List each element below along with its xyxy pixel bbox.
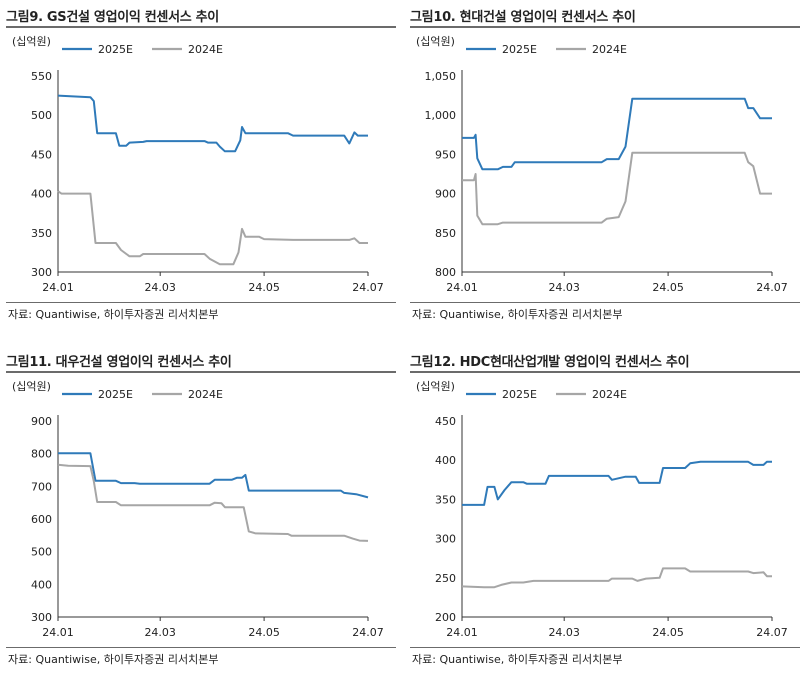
legend-label-2025E: 2025E [98, 388, 133, 401]
x-tick-label: 24.07 [352, 626, 384, 639]
y-tick-label: 300 [435, 533, 456, 546]
y-tick-label: 350 [31, 227, 52, 240]
legend-label-2024E: 2024E [592, 43, 627, 56]
source-note: 자료: Quantiwise, 하이투자증권 리서치본부 [412, 653, 623, 666]
y-tick-label: 400 [31, 578, 52, 591]
series-line-2025E [462, 460, 772, 506]
y-tick-label: 450 [31, 148, 52, 161]
y-tick-label: 600 [31, 513, 52, 526]
series-line-2025E [57, 94, 368, 153]
x-tick-label: 24.01 [42, 626, 74, 639]
chart-panel-hyundai: 그림10. 현대건설 영업이익 컨센서스 추이 (십억원) 2025E 2024E 8… [410, 0, 800, 330]
series-line-2024E [57, 463, 369, 542]
x-tick-label: 24.07 [756, 281, 788, 294]
line-chart-hdc: (십억원) 2025E 2024E 200 250 300 350 400 450 24.01 24… [416, 380, 788, 639]
series-line-2024E [461, 567, 772, 589]
y-tick-label: 900 [31, 415, 52, 428]
y-tick-label: 800 [435, 266, 456, 279]
title-rule [6, 26, 396, 28]
line-chart-hyundai: (십억원) 2025E 2024E 800 850 900 950 1,000 1,050 24.… [416, 35, 788, 294]
x-tick-label: 24.03 [144, 626, 176, 639]
chart-panel-hdc: 그림12. HDC현대산업개발 영업이익 컨센서스 추이 (십억원) 2025E 2… [410, 345, 800, 675]
y-tick-label: 700 [31, 480, 52, 493]
x-tick-label: 24.07 [756, 626, 788, 639]
x-tick-label: 24.05 [652, 281, 684, 294]
legend-label-2024E: 2024E [188, 43, 223, 56]
line-chart-daewoo: (십억원) 2025E 2024E 300 400 500 600 700 800 900 24.0… [12, 380, 384, 639]
x-tick-label: 24.03 [144, 281, 176, 294]
y-tick-label: 500 [31, 109, 52, 122]
y-tick-label: 400 [31, 188, 52, 201]
chart-panel-gs: 그림9. GS건설 영업이익 컨센서스 추이 (십억원) 2025E 2024E 30… [6, 0, 396, 330]
title-rule [410, 26, 800, 28]
series-line-2024E [462, 151, 772, 226]
x-tick-label: 24.07 [352, 281, 384, 294]
legend-label-2024E: 2024E [592, 388, 627, 401]
line-chart-gs: (십억원) 2025E 2024E 300 350 400 450 500 550 24.01 24… [12, 35, 384, 294]
series-line-2025E [462, 97, 772, 171]
chart-title: 그림12. HDC현대산업개발 영업이익 컨센서스 추이 [410, 355, 690, 370]
unit-label: (십억원) [416, 35, 455, 48]
source-rule [6, 302, 396, 303]
y-tick-label: 450 [435, 415, 456, 428]
chart-title: 그림9. GS건설 영업이익 컨센서스 추이 [6, 10, 219, 25]
y-tick-label: 300 [31, 266, 52, 279]
y-tick-label: 800 [31, 448, 52, 461]
y-tick-label: 250 [435, 572, 456, 585]
source-rule [410, 302, 800, 303]
y-tick-label: 350 [435, 493, 456, 506]
series-line-2025E [58, 452, 369, 499]
x-tick-label: 24.03 [548, 626, 580, 639]
legend-label-2025E: 2025E [98, 43, 133, 56]
chart-title: 그림10. 현대건설 영업이익 컨센서스 추이 [410, 10, 636, 25]
y-tick-label: 400 [435, 454, 456, 467]
unit-label: (십억원) [12, 35, 51, 48]
y-tick-label: 500 [31, 546, 52, 559]
source-note: 자료: Quantiwise, 하이투자증권 리서치본부 [412, 308, 623, 321]
series-line-2024E [57, 190, 368, 266]
chart-title: 그림11. 대우건설 영업이익 컨센서스 추이 [6, 355, 232, 370]
source-rule [6, 647, 396, 648]
x-tick-label: 24.05 [248, 626, 280, 639]
source-rule [410, 647, 800, 648]
legend-label-2025E: 2025E [502, 388, 537, 401]
y-tick-label: 550 [31, 70, 52, 83]
x-tick-label: 24.01 [446, 281, 478, 294]
y-tick-label: 850 [435, 227, 456, 240]
legend-label-2025E: 2025E [502, 43, 537, 56]
x-tick-label: 24.05 [652, 626, 684, 639]
legend-label-2024E: 2024E [188, 388, 223, 401]
source-note: 자료: Quantiwise, 하이투자증권 리서치본부 [8, 653, 219, 666]
y-tick-label: 950 [435, 148, 456, 161]
unit-label: (십억원) [12, 380, 51, 393]
y-tick-label: 1,000 [425, 109, 457, 122]
x-tick-label: 24.01 [42, 281, 74, 294]
chart-panel-daewoo: 그림11. 대우건설 영업이익 컨센서스 추이 (십억원) 2025E 2024E 3… [6, 345, 396, 675]
y-tick-label: 1,050 [425, 70, 457, 83]
y-tick-label: 900 [435, 188, 456, 201]
x-tick-label: 24.05 [248, 281, 280, 294]
source-note: 자료: Quantiwise, 하이투자증권 리서치본부 [8, 308, 219, 321]
y-tick-label: 300 [31, 611, 52, 624]
x-tick-label: 24.01 [446, 626, 478, 639]
unit-label: (십억원) [416, 380, 455, 393]
title-rule [6, 371, 396, 373]
title-rule [410, 371, 800, 373]
y-tick-label: 200 [435, 611, 456, 624]
x-tick-label: 24.03 [548, 281, 580, 294]
